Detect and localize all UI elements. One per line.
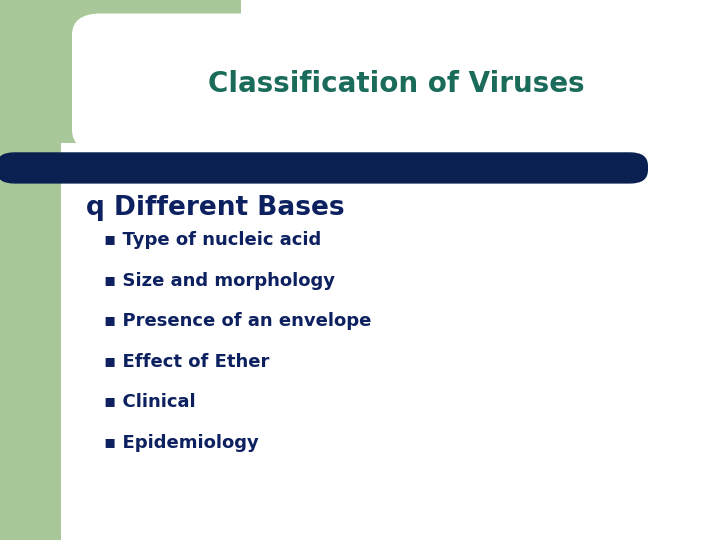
FancyBboxPatch shape xyxy=(72,14,698,151)
Bar xyxy=(0,0,241,143)
FancyBboxPatch shape xyxy=(0,152,648,184)
Text: ▪ Size and morphology: ▪ Size and morphology xyxy=(104,272,336,290)
Text: Classification of Viruses: Classification of Viruses xyxy=(207,70,585,98)
Text: ▪ Epidemiology: ▪ Epidemiology xyxy=(104,434,259,452)
Text: ▪ Type of nucleic acid: ▪ Type of nucleic acid xyxy=(104,231,322,249)
Text: q Different Bases: q Different Bases xyxy=(86,195,345,221)
Text: ▪ Effect of Ether: ▪ Effect of Ether xyxy=(104,353,270,371)
Bar xyxy=(0,0,61,540)
Text: ▪ Presence of an envelope: ▪ Presence of an envelope xyxy=(104,312,372,330)
Text: ▪ Clinical: ▪ Clinical xyxy=(104,393,196,411)
